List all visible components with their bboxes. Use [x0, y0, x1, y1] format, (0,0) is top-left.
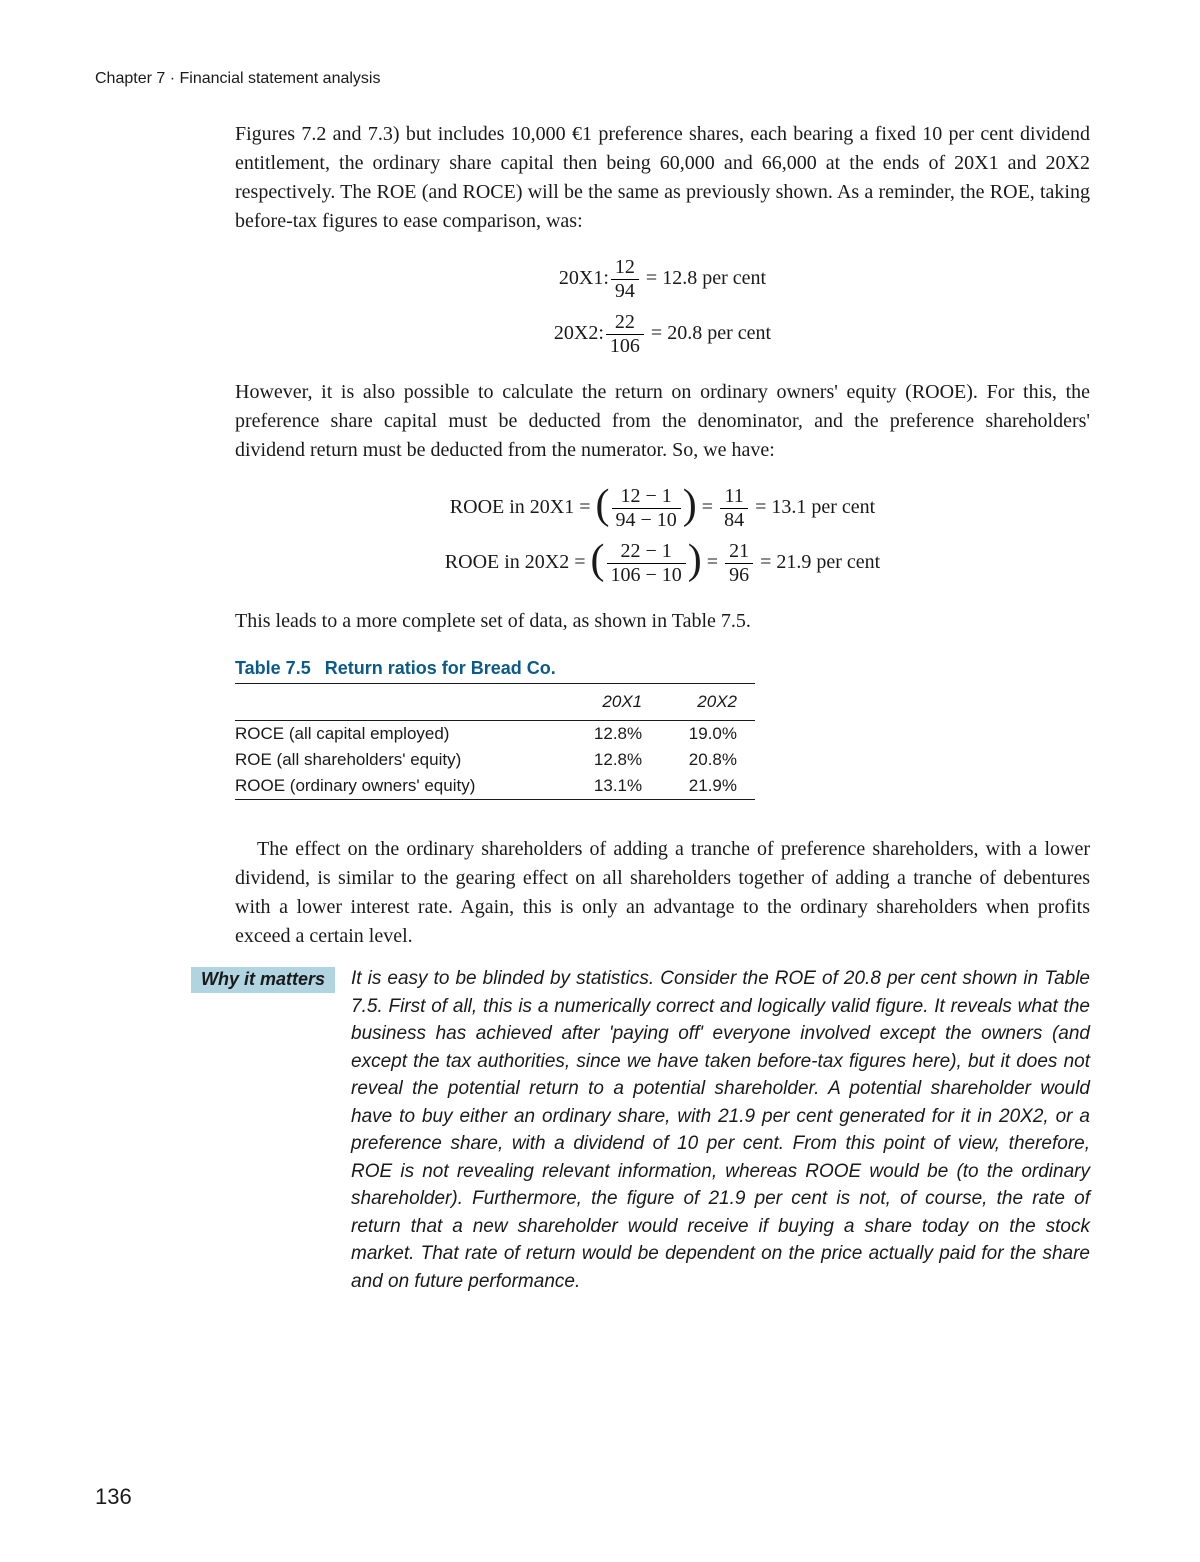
equation-roe: 20X1:1294 = 12.8 per cent 20X2:22106 = 2…: [235, 256, 1090, 358]
table-row: ROOE (ordinary owners' equity) 13.1% 21.…: [235, 773, 755, 800]
paragraph-2: However, it is also possible to calculat…: [235, 378, 1090, 465]
why-it-matters-text: It is easy to be blinded by statistics. …: [351, 965, 1090, 1296]
table-title: Table 7.5Return ratios for Bread Co.: [235, 658, 1090, 679]
table-col-20x2: 20X2: [660, 684, 755, 721]
paragraph-4: The effect on the ordinary shareholders …: [235, 835, 1090, 951]
why-it-matters-label: Why it matters: [191, 967, 335, 993]
table-col-20x1: 20X1: [565, 684, 660, 721]
table-row: ROE (all shareholders' equity) 12.8% 20.…: [235, 747, 755, 773]
page-number: 136: [95, 1484, 132, 1510]
table-row: ROCE (all capital employed) 12.8% 19.0%: [235, 721, 755, 748]
paragraph-1: Figures 7.2 and 7.3) but includes 10,000…: [235, 120, 1090, 236]
equation-rooe: ROOE in 20X1 = (12 − 194 − 10) = 1184 = …: [235, 485, 1090, 587]
return-ratios-table: 20X1 20X2 ROCE (all capital employed) 12…: [235, 683, 755, 800]
paragraph-3: This leads to a more complete set of dat…: [235, 607, 1090, 636]
chapter-header: Chapter 7 · Financial statement analysis: [95, 70, 1090, 88]
